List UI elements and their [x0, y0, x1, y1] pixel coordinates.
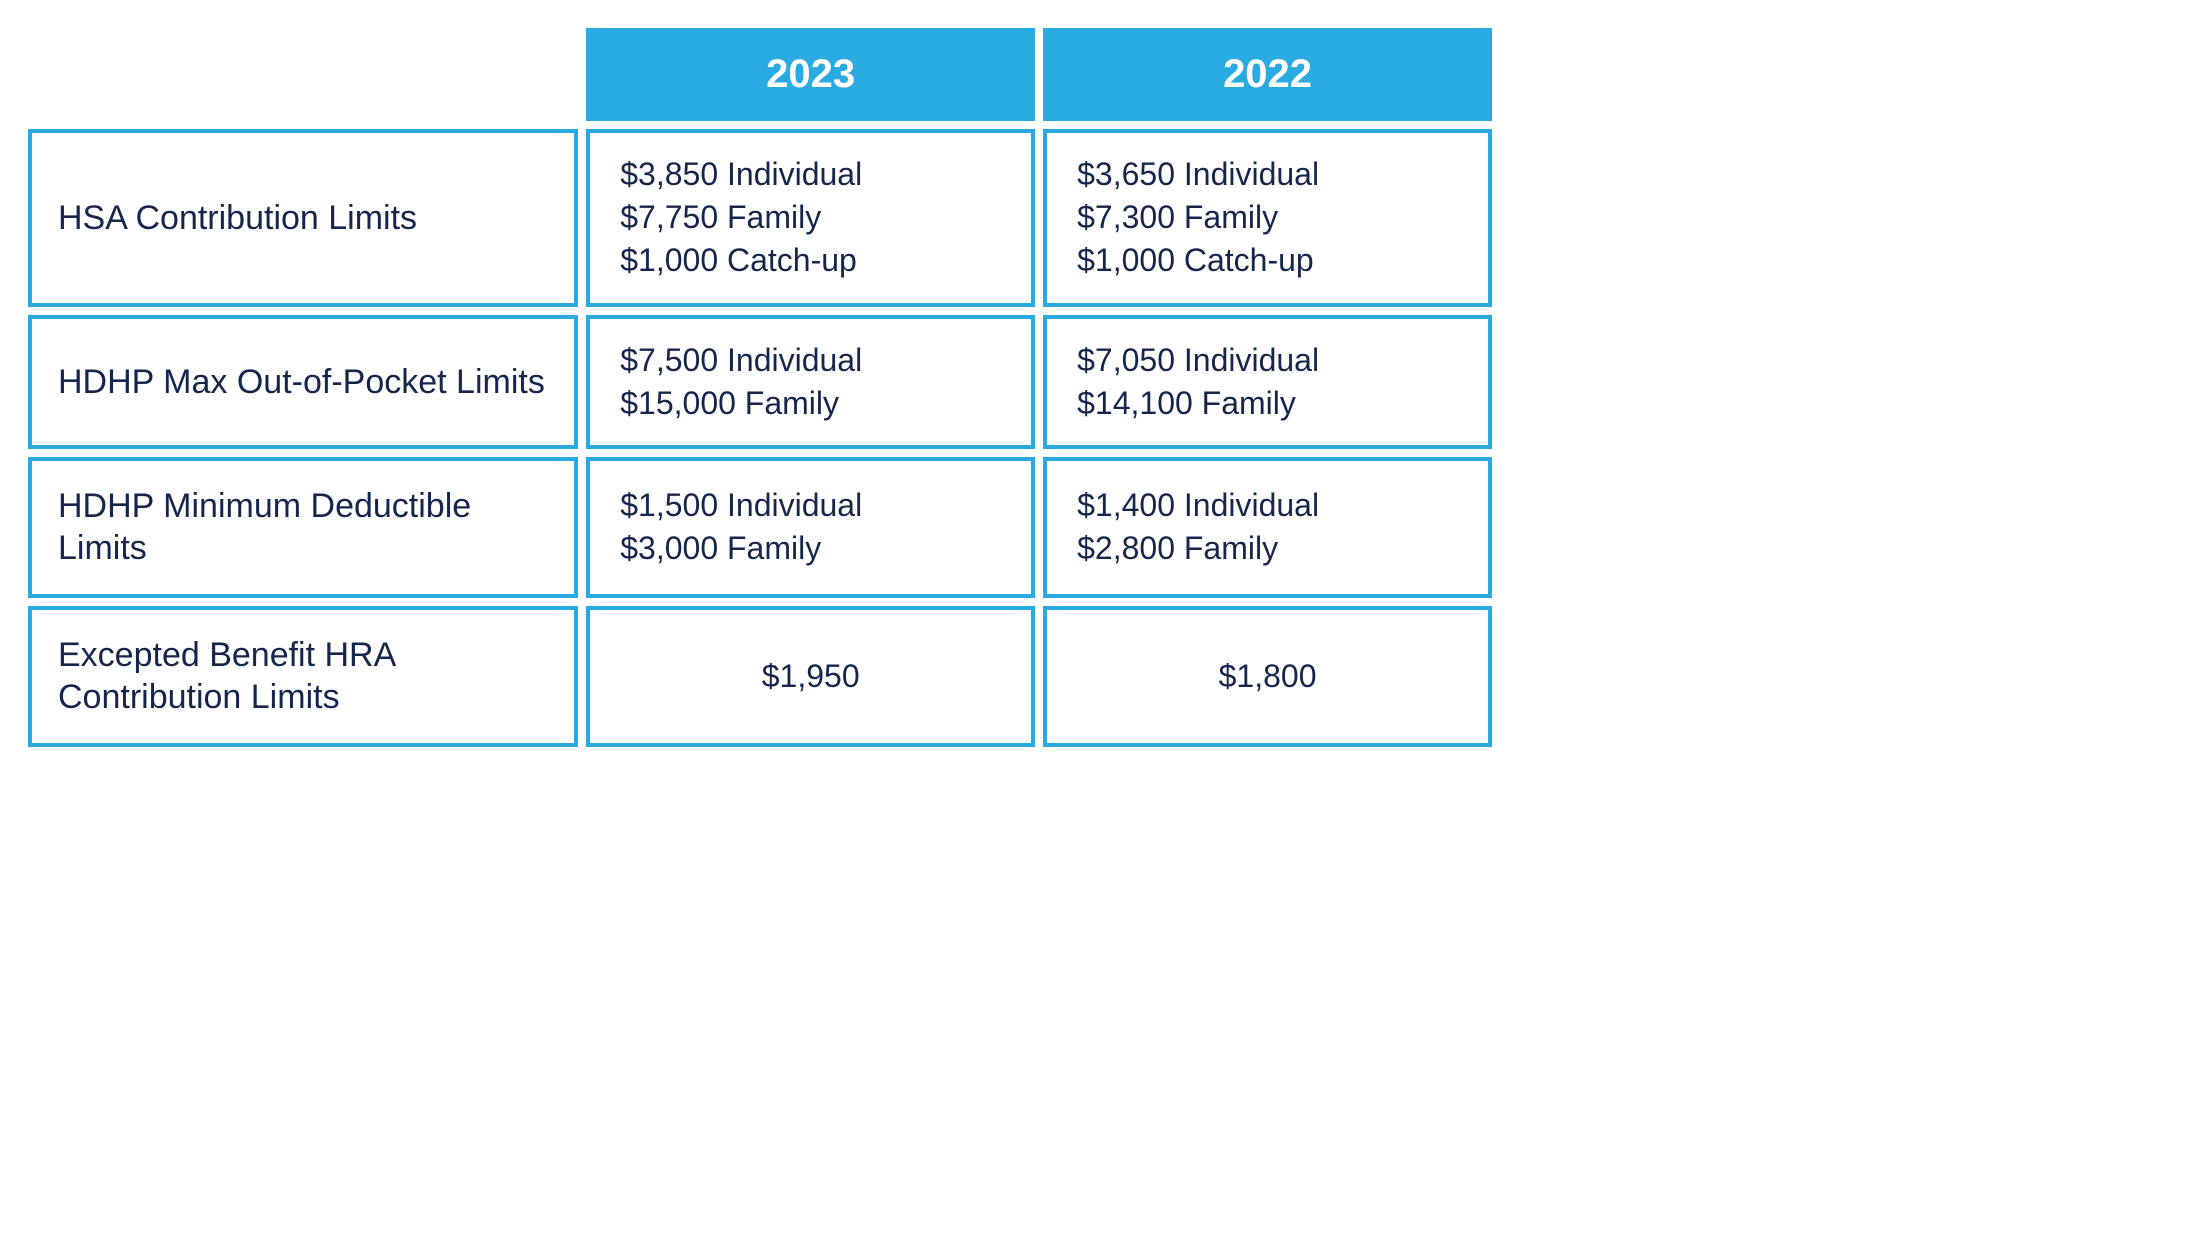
- cell-line: $3,000 Family: [620, 527, 1001, 570]
- header-year-2023: 2023: [586, 28, 1035, 121]
- cell-2023: $3,850 Individual$7,750 Family$1,000 Cat…: [586, 129, 1035, 307]
- row-label: HDHP Minimum Deductible Limits: [28, 457, 578, 598]
- cell-line: $1,950: [620, 655, 1001, 698]
- header-blank: [28, 28, 578, 121]
- table-body: HSA Contribution Limits$3,850 Individual…: [28, 129, 1492, 747]
- cell-line: $15,000 Family: [620, 382, 1001, 425]
- cell-2023: $1,950: [586, 606, 1035, 747]
- header-year-2022: 2022: [1043, 28, 1492, 121]
- table-row: HDHP Minimum Deductible Limits$1,500 Ind…: [28, 457, 1492, 598]
- cell-line: $7,300 Family: [1077, 196, 1458, 239]
- cell-line: $1,500 Individual: [620, 484, 1001, 527]
- header-row: 2023 2022: [28, 28, 1492, 121]
- cell-line: $2,800 Family: [1077, 527, 1458, 570]
- cell-line: $14,100 Family: [1077, 382, 1458, 425]
- cell-2022: $1,400 Individual$2,800 Family: [1043, 457, 1492, 598]
- cell-2022: $1,800: [1043, 606, 1492, 747]
- table-row: HDHP Max Out-of-Pocket Limits$7,500 Indi…: [28, 315, 1492, 449]
- cell-line: $7,500 Individual: [620, 339, 1001, 382]
- cell-line: $7,050 Individual: [1077, 339, 1458, 382]
- cell-2023: $7,500 Individual$15,000 Family: [586, 315, 1035, 449]
- cell-line: $1,000 Catch-up: [620, 239, 1001, 282]
- row-label: HSA Contribution Limits: [28, 129, 578, 307]
- cell-2022: $7,050 Individual$14,100 Family: [1043, 315, 1492, 449]
- table-row: Excepted Benefit HRA Contribution Limits…: [28, 606, 1492, 747]
- limits-table: 2023 2022 HSA Contribution Limits$3,850 …: [20, 20, 1500, 755]
- cell-line: $1,400 Individual: [1077, 484, 1458, 527]
- cell-line: $1,800: [1077, 655, 1458, 698]
- cell-line: $1,000 Catch-up: [1077, 239, 1458, 282]
- cell-line: $3,650 Individual: [1077, 153, 1458, 196]
- table-row: HSA Contribution Limits$3,850 Individual…: [28, 129, 1492, 307]
- cell-2023: $1,500 Individual$3,000 Family: [586, 457, 1035, 598]
- cell-line: $3,850 Individual: [620, 153, 1001, 196]
- cell-line: $7,750 Family: [620, 196, 1001, 239]
- row-label: HDHP Max Out-of-Pocket Limits: [28, 315, 578, 449]
- row-label: Excepted Benefit HRA Contribution Limits: [28, 606, 578, 747]
- cell-2022: $3,650 Individual$7,300 Family$1,000 Cat…: [1043, 129, 1492, 307]
